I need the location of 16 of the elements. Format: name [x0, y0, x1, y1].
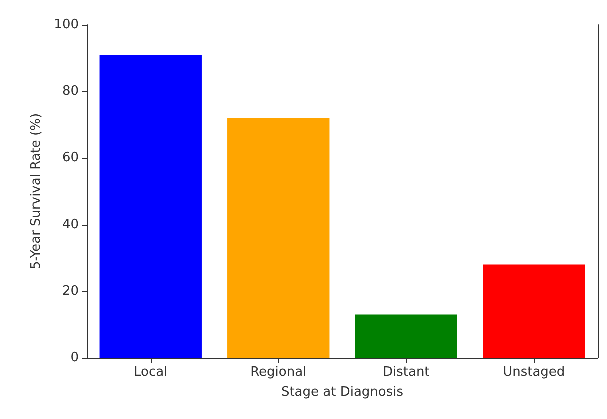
y-axis-title: 5-Year Survival Rate (%): [29, 113, 44, 270]
y-tick-label: 100: [54, 18, 79, 32]
x-axis-title: Stage at Diagnosis: [281, 385, 404, 400]
bar: [355, 314, 458, 358]
y-tick-label: 0: [70, 350, 79, 366]
bar: [100, 54, 202, 358]
x-tick-label: Local: [134, 365, 168, 380]
bar: [483, 264, 586, 358]
y-tick-label: 80: [62, 84, 79, 100]
y-tick-label: 60: [62, 150, 79, 166]
x-tick-label: Unstaged: [503, 365, 566, 380]
x-tick-label: Regional: [250, 365, 307, 380]
y-tick-label: 20: [62, 284, 79, 299]
y-tick-label: 40: [62, 217, 79, 232]
x-tick-label: Distant: [382, 365, 430, 380]
bar: [228, 118, 330, 358]
